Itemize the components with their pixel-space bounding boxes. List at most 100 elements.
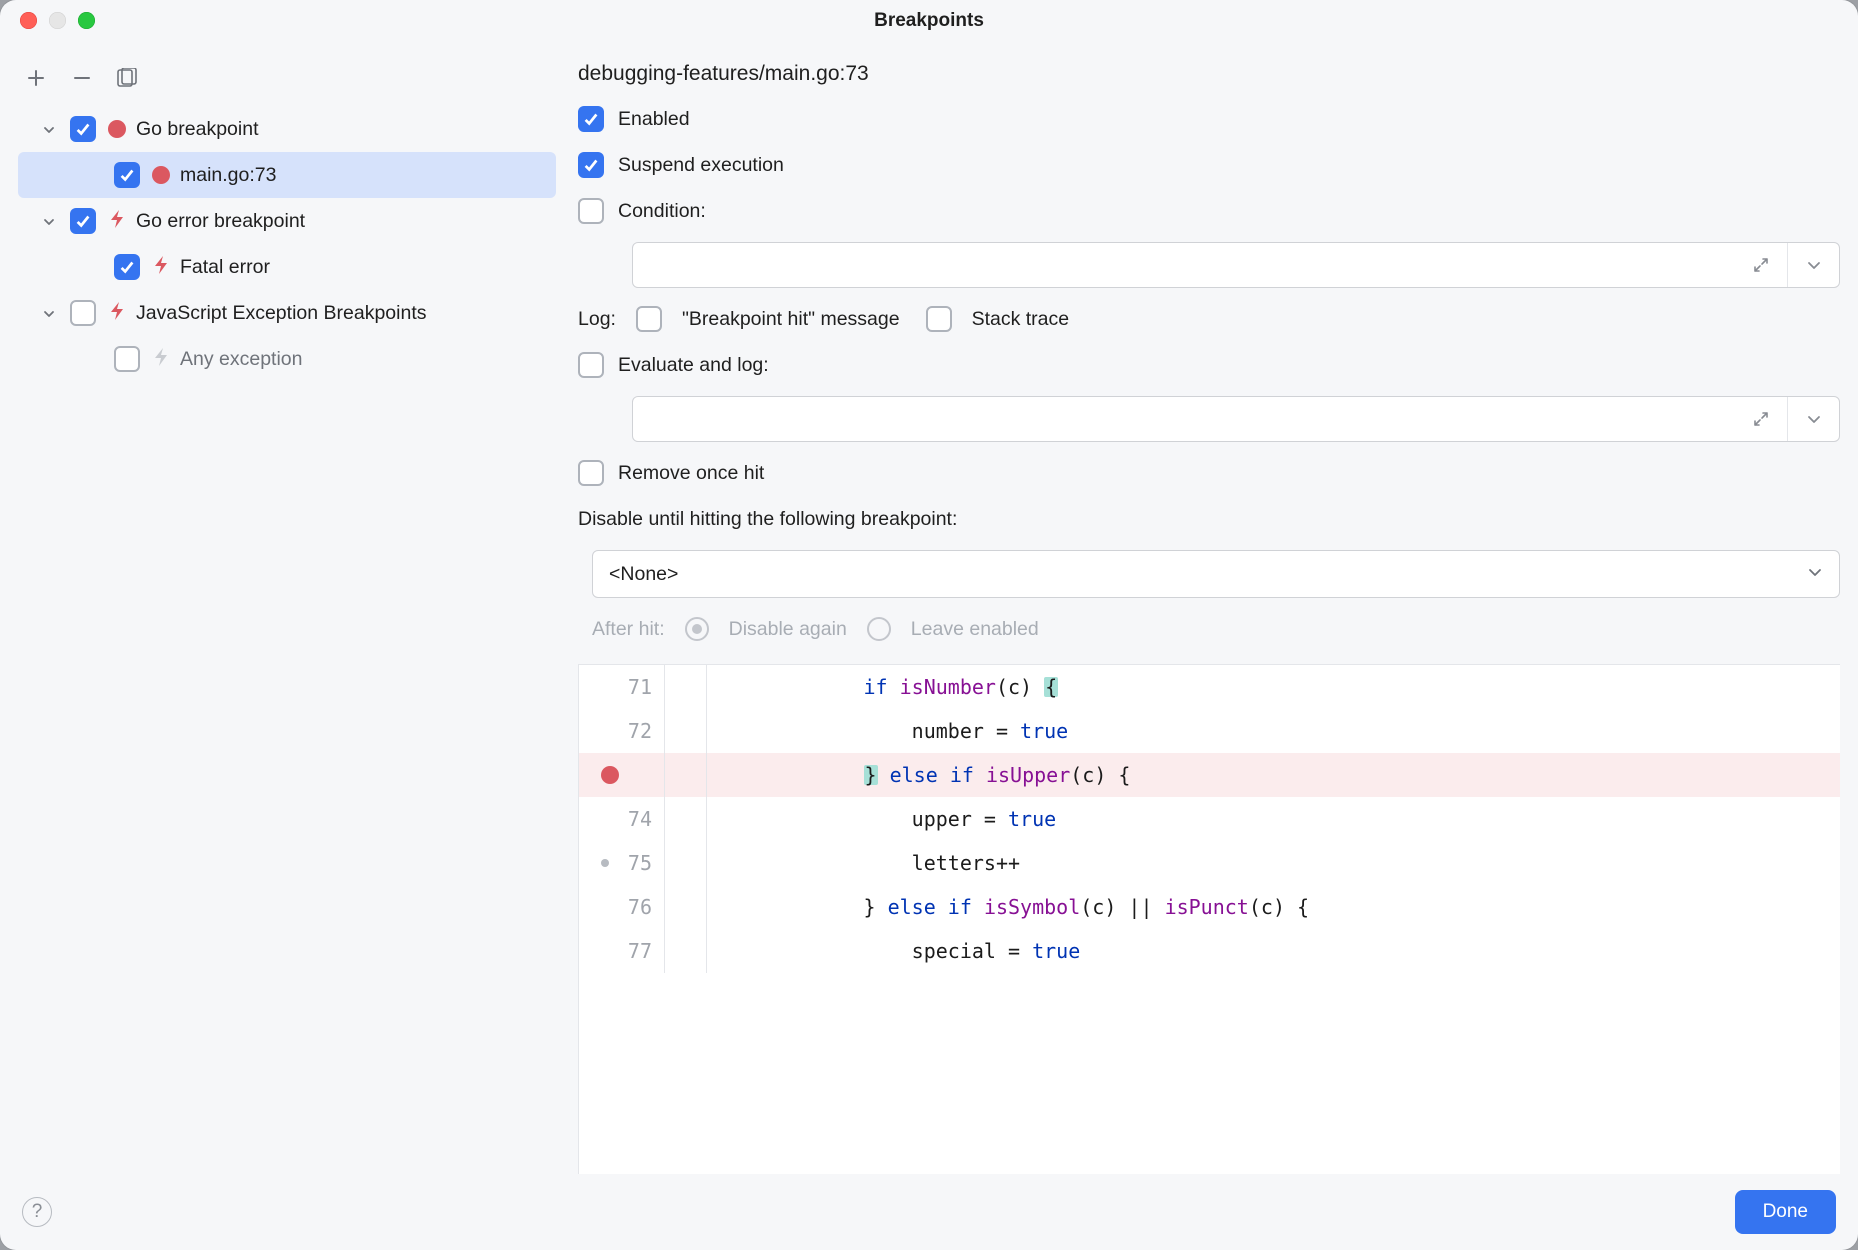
line-number: 74 (579, 797, 665, 841)
suspend-label: Suspend execution (618, 154, 784, 177)
breakpoint-dot-icon (106, 118, 128, 140)
code-text: number = true (707, 709, 1840, 753)
done-button[interactable]: Done (1735, 1190, 1836, 1234)
after-hit-disable-radio[interactable] (685, 617, 709, 641)
tree-label: JavaScript Exception Breakpoints (136, 302, 426, 325)
code-line: 71 if isNumber(c) { (579, 665, 1840, 709)
log-label: Log: (578, 308, 616, 331)
tree-checkbox[interactable] (70, 208, 96, 234)
suspend-checkbox[interactable] (578, 152, 604, 178)
tree-group[interactable]: Go error breakpoint (18, 198, 556, 244)
code-text: special = true (707, 929, 1840, 973)
fold-gutter (665, 753, 707, 797)
line-number: 75 (579, 841, 665, 885)
tree-label: Go breakpoint (136, 118, 259, 141)
eval-log-field[interactable] (632, 396, 1840, 442)
breakpoint-dot-icon[interactable] (601, 766, 619, 784)
line-number: 71 (579, 665, 665, 709)
code-line: } else if isUpper(c) { (579, 753, 1840, 797)
tree-toolbar (18, 56, 556, 100)
titlebar: Breakpoints (0, 0, 1858, 42)
enabled-label: Enabled (618, 108, 690, 131)
log-stack-label: Stack trace (972, 308, 1070, 331)
add-breakpoint-button[interactable] (24, 66, 48, 90)
disable-until-select[interactable]: <None> (592, 550, 1840, 598)
tree-item[interactable]: Fatal error (18, 244, 556, 290)
code-text: } else if isUpper(c) { (707, 753, 1840, 797)
line-number (579, 753, 665, 797)
zoom-window-button[interactable] (78, 12, 95, 29)
tree-item[interactable]: Any exception (18, 336, 556, 382)
chevron-down-icon[interactable] (42, 120, 60, 138)
history-dropdown-icon[interactable] (1787, 397, 1839, 441)
tree-label: Fatal error (180, 256, 270, 279)
fold-gutter (665, 885, 707, 929)
after-hit-leave-label: Leave enabled (911, 618, 1039, 641)
log-stack-checkbox[interactable] (926, 306, 952, 332)
fold-gutter (665, 797, 707, 841)
tree-label: main.go:73 (180, 164, 276, 187)
window-title: Breakpoints (874, 10, 984, 32)
tree-label: Go error breakpoint (136, 210, 305, 233)
expand-icon[interactable] (1735, 243, 1787, 287)
tree-group[interactable]: Go breakpoint (18, 106, 556, 152)
code-line: 75 letters++ (579, 841, 1840, 885)
window-controls (20, 12, 95, 29)
condition-field[interactable] (632, 242, 1840, 288)
code-line: 76 } else if isSymbol(c) || isPunct(c) { (579, 885, 1840, 929)
breakpoints-sidebar: Go breakpoint main.go:73 Go error breakpoi… (18, 56, 556, 1174)
close-window-button[interactable] (20, 12, 37, 29)
expand-icon[interactable] (1735, 397, 1787, 441)
breakpoint-dot-icon (150, 164, 172, 186)
remove-once-checkbox[interactable] (578, 460, 604, 486)
bookmark-dot-icon (601, 859, 609, 867)
line-number: 72 (579, 709, 665, 753)
code-text: upper = true (707, 797, 1840, 841)
breakpoint-details: debugging-features/main.go:73 Enabled Su… (578, 56, 1840, 1174)
chevron-down-icon (1807, 563, 1823, 585)
fold-gutter (665, 709, 707, 753)
chevron-down-icon[interactable] (42, 212, 60, 230)
tree-group[interactable]: JavaScript Exception Breakpoints (18, 290, 556, 336)
tree-checkbox[interactable] (114, 346, 140, 372)
eval-log-checkbox[interactable] (578, 352, 604, 378)
fold-gutter (665, 841, 707, 885)
group-by-button[interactable] (116, 66, 140, 90)
help-button[interactable]: ? (22, 1197, 52, 1227)
breakpoints-window: Breakpoints Go breakpoint main.go:73 Go er… (0, 0, 1858, 1250)
fold-gutter (665, 665, 707, 709)
chevron-down-icon[interactable] (42, 304, 60, 322)
dialog-footer: ? Done (0, 1174, 1858, 1250)
code-text: if isNumber(c) { (707, 665, 1840, 709)
code-preview: 71 if isNumber(c) {72 number = true } el… (578, 664, 1840, 1174)
exception-bolt-icon (150, 348, 172, 370)
after-hit-label: After hit: (592, 618, 665, 641)
remove-once-label: Remove once hit (618, 462, 764, 485)
tree-item[interactable]: main.go:73 (18, 152, 556, 198)
log-hit-label: "Breakpoint hit" message (682, 308, 900, 331)
tree-label: Any exception (180, 348, 303, 371)
code-line: 77 special = true (579, 929, 1840, 973)
after-hit-disable-label: Disable again (729, 618, 847, 641)
exception-bolt-icon (150, 256, 172, 278)
fold-gutter (665, 929, 707, 973)
condition-checkbox[interactable] (578, 198, 604, 224)
tree-checkbox[interactable] (70, 116, 96, 142)
remove-breakpoint-button[interactable] (70, 66, 94, 90)
enabled-checkbox[interactable] (578, 106, 604, 132)
tree-checkbox[interactable] (114, 254, 140, 280)
disable-until-label: Disable until hitting the following brea… (578, 508, 957, 531)
line-number: 76 (579, 885, 665, 929)
after-hit-leave-radio[interactable] (867, 617, 891, 641)
history-dropdown-icon[interactable] (1787, 243, 1839, 287)
breakpoints-tree[interactable]: Go breakpoint main.go:73 Go error breakpoi… (18, 100, 556, 382)
minimize-window-button[interactable] (49, 12, 66, 29)
tree-checkbox[interactable] (70, 300, 96, 326)
code-line: 74 upper = true (579, 797, 1840, 841)
log-hit-checkbox[interactable] (636, 306, 662, 332)
code-text: } else if isSymbol(c) || isPunct(c) { (707, 885, 1840, 929)
condition-label: Condition: (618, 200, 706, 223)
eval-log-label: Evaluate and log: (618, 354, 769, 377)
tree-checkbox[interactable] (114, 162, 140, 188)
detail-title: debugging-features/main.go:73 (578, 56, 1840, 104)
